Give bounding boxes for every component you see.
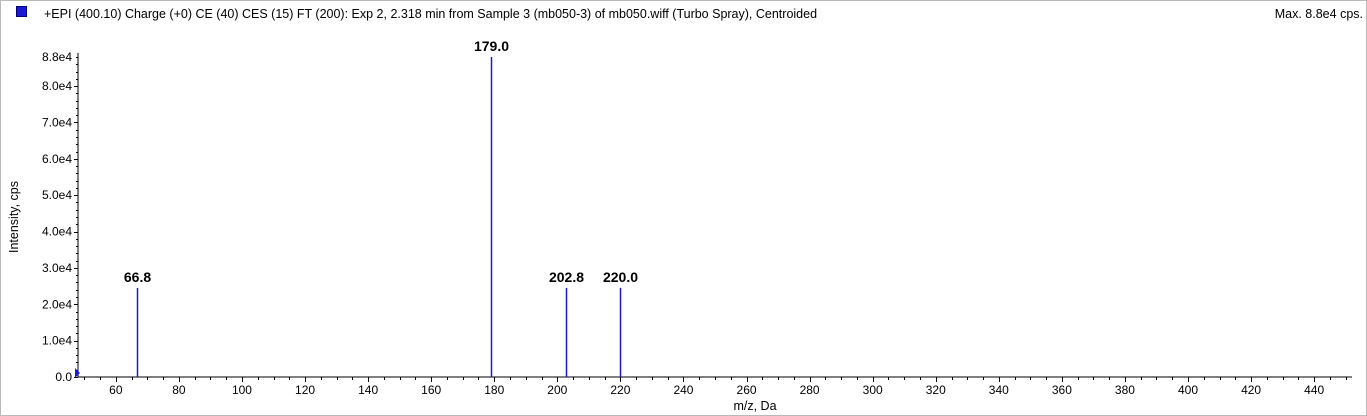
axes [77,53,1352,378]
x-tick-label: 200 [547,383,567,397]
x-tick-label: 420 [1241,383,1261,397]
y-tick-label: 6.0e4 [42,152,72,166]
series-color-marker[interactable] [16,6,27,17]
y-tick-label: 0.0 [55,370,72,384]
x-tick-label: 220 [610,383,630,397]
peaks [136,57,622,377]
x-tick-label: 380 [1115,383,1135,397]
labels: m/z, Da Intensity, cps 66.8 179.0 202.8 220.0 [7,38,777,413]
spectrum-title: +EPI (400.10) Charge (+0) CE (40) CES (1… [44,7,818,21]
x-tick-label: 300 [863,383,883,397]
x-tick-label: 160 [421,383,441,397]
y-tick-label: 8.0e4 [42,79,72,93]
x-tick-label: 120 [295,383,315,397]
x-tick-label: 240 [673,383,693,397]
cursor-marker-icon[interactable] [75,368,80,378]
x-tick-label: 80 [172,383,186,397]
y-tick-label: 8.8e4 [42,50,72,64]
x-tick-label: 400 [1178,383,1198,397]
y-tick-label: 2.0e4 [42,297,72,311]
x-tick-label: 260 [737,383,757,397]
peak-label: 220.0 [603,269,638,285]
y-tick-label: 7.0e4 [42,115,72,129]
x-axis-title: m/z, Da [733,399,776,413]
x-tick-label: 60 [109,383,123,397]
peak-label: 179.0 [474,38,509,54]
x-tick-label: 320 [926,383,946,397]
x-tick-label: 440 [1304,383,1324,397]
y-tick-label: 1.0e4 [42,334,72,348]
y-tick-label: 3.0e4 [42,261,72,275]
peak-label: 202.8 [549,269,584,285]
ticks: 60 80 100 120 140 160 180 200 220 240 260 280 300 320… [42,50,1347,397]
x-tick-label: 340 [989,383,1009,397]
peak-label: 66.8 [124,269,151,285]
spectrum-header: +EPI (400.10) Charge (+0) CE (40) CES (1… [0,0,1367,28]
y-tick-label: 4.0e4 [42,225,72,239]
x-tick-label: 100 [232,383,252,397]
y-tick-label: 5.0e4 [42,188,72,202]
x-tick-label: 140 [358,383,378,397]
x-tick-label: 180 [484,383,504,397]
x-tick-label: 360 [1052,383,1072,397]
y-axis-title: Intensity, cps [7,181,21,253]
max-intensity-label: Max. 8.8e4 cps. [1274,7,1363,21]
x-tick-label: 280 [800,383,820,397]
